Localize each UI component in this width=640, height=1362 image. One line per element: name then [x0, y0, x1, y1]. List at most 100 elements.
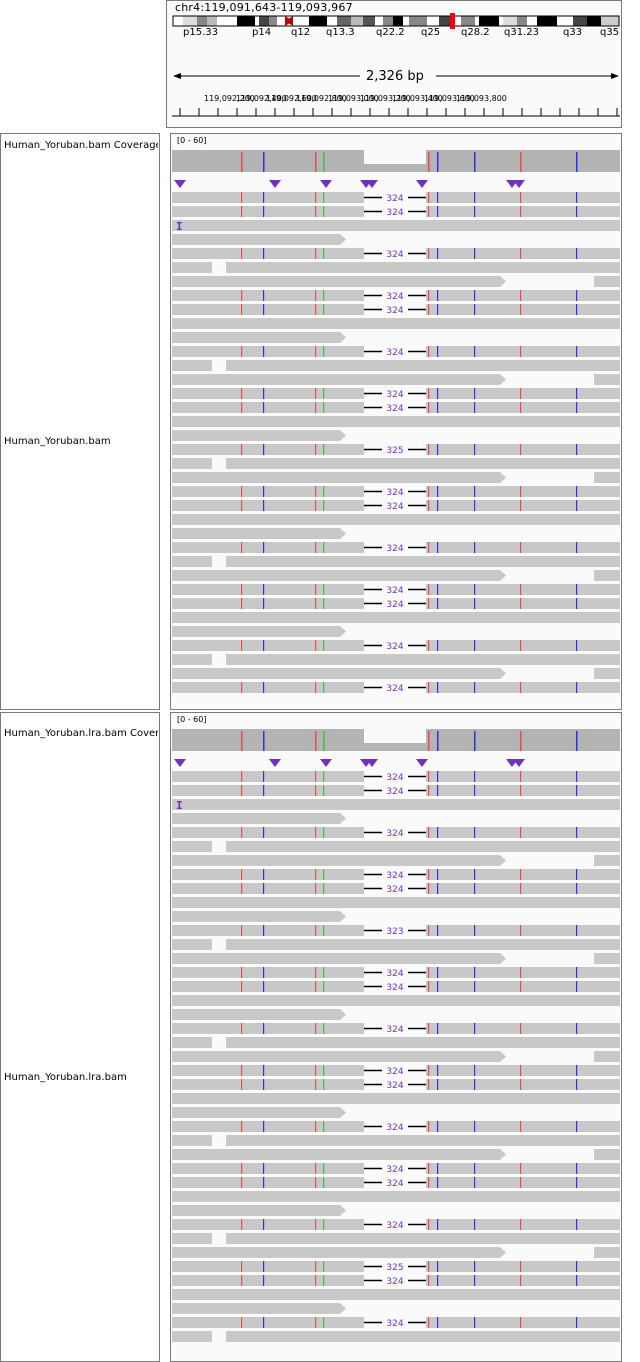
coverage-track-name[interactable]: Human_Yoruban.bam Coverage [4, 140, 158, 151]
read-mismatch [576, 1219, 578, 1230]
read-mismatch [263, 290, 265, 301]
read-mismatch [474, 785, 476, 796]
read-mismatch [437, 1079, 439, 1090]
coverage-mismatch [437, 731, 439, 751]
read-mismatch [315, 785, 317, 796]
read-mismatch [437, 248, 439, 259]
read-mismatch [241, 290, 243, 301]
track-names-panel [0, 712, 160, 1362]
deletion-length-label: 324 [386, 1319, 403, 1329]
read-mismatch [576, 925, 578, 936]
read-mismatch [474, 1023, 476, 1034]
read [172, 1247, 500, 1258]
read-mismatch [474, 304, 476, 315]
read-mismatch [323, 682, 325, 693]
read-mismatch [263, 304, 265, 315]
read-mismatch [428, 869, 430, 880]
read-mismatch [315, 402, 317, 413]
alignment-track-name[interactable]: Human_Yoruban.bam [4, 436, 111, 447]
ruler-tick-label: 119,092,400 [236, 94, 287, 103]
read-mismatch [241, 771, 243, 782]
read-mismatch [474, 192, 476, 203]
read [172, 897, 620, 908]
alignment-track-name[interactable]: Human_Yoruban.lra.bam [4, 1072, 127, 1083]
coverage-mismatch [576, 152, 578, 172]
deletion-label-bg [382, 1065, 408, 1076]
read-mismatch [576, 827, 578, 838]
read-mismatch [437, 1065, 439, 1076]
read-mismatch [474, 827, 476, 838]
span-arrow [611, 73, 619, 79]
read-mismatch [437, 771, 439, 782]
read [426, 869, 620, 880]
read-mismatch [241, 1219, 243, 1230]
read [226, 841, 620, 852]
band-label: q28.2 [461, 27, 490, 38]
chromosome-ideogram[interactable] [0, 0, 640, 40]
coverage-track-name[interactable]: Human_Yoruban.lra.bam Coverage [4, 728, 158, 739]
read [426, 192, 620, 203]
deletion-label-bg [382, 542, 408, 553]
read-mismatch [428, 584, 430, 595]
read [172, 1093, 620, 1104]
read-mismatch [520, 598, 522, 609]
deletion-label-bg [382, 1261, 408, 1272]
read-mismatch [263, 827, 265, 838]
cytoband [237, 16, 255, 26]
read-mismatch [437, 981, 439, 992]
read-mismatch [520, 346, 522, 357]
read-mismatch [263, 248, 265, 259]
read-mismatch [263, 925, 265, 936]
read-mismatch [520, 542, 522, 553]
cytoband [527, 16, 537, 26]
read-mismatch [576, 1121, 578, 1132]
read-mismatch [437, 682, 439, 693]
read-mismatch [437, 192, 439, 203]
read [426, 883, 620, 894]
read-mismatch [520, 827, 522, 838]
read [172, 444, 364, 455]
read-mismatch [428, 1261, 430, 1272]
read [426, 290, 620, 301]
read-mismatch [315, 304, 317, 315]
deletion-length-label: 324 [386, 871, 403, 881]
cytoband [375, 16, 383, 26]
read [594, 1051, 620, 1062]
read [426, 388, 620, 399]
coverage-mismatch [241, 152, 243, 172]
read-mismatch [576, 402, 578, 413]
coverage-mismatch [474, 731, 476, 751]
read-mismatch [520, 402, 522, 413]
ruler-tick-label: 119,093,800 [456, 94, 507, 103]
ruler[interactable]: 119,092,200119,092,400119,092,600119,092… [0, 0, 640, 128]
read [172, 827, 364, 838]
deletion-length-label: 323 [386, 927, 403, 937]
read-mismatch [263, 771, 265, 782]
deletion-length-label: 324 [386, 348, 403, 358]
read-mismatch [520, 388, 522, 399]
read [172, 472, 500, 483]
deletion-label-bg [382, 444, 408, 455]
read-mismatch [263, 1317, 265, 1328]
span-arrow [173, 73, 181, 79]
deletion-length-label: 324 [386, 404, 403, 414]
read-mismatch [315, 388, 317, 399]
read [426, 346, 620, 357]
read-mismatch [315, 1275, 317, 1286]
read [172, 1233, 212, 1244]
read [226, 360, 620, 371]
read-mismatch [315, 1065, 317, 1076]
read-mismatch [576, 206, 578, 217]
coverage-mismatch [474, 152, 476, 172]
read-mismatch [315, 542, 317, 553]
cytoband [383, 16, 393, 26]
read-arrow [500, 1051, 506, 1062]
read-mismatch [520, 981, 522, 992]
read [426, 444, 620, 455]
read-mismatch [241, 1275, 243, 1286]
read-mismatch [437, 869, 439, 880]
read-mismatch [241, 1261, 243, 1272]
deletion-length-label: 324 [386, 586, 403, 596]
